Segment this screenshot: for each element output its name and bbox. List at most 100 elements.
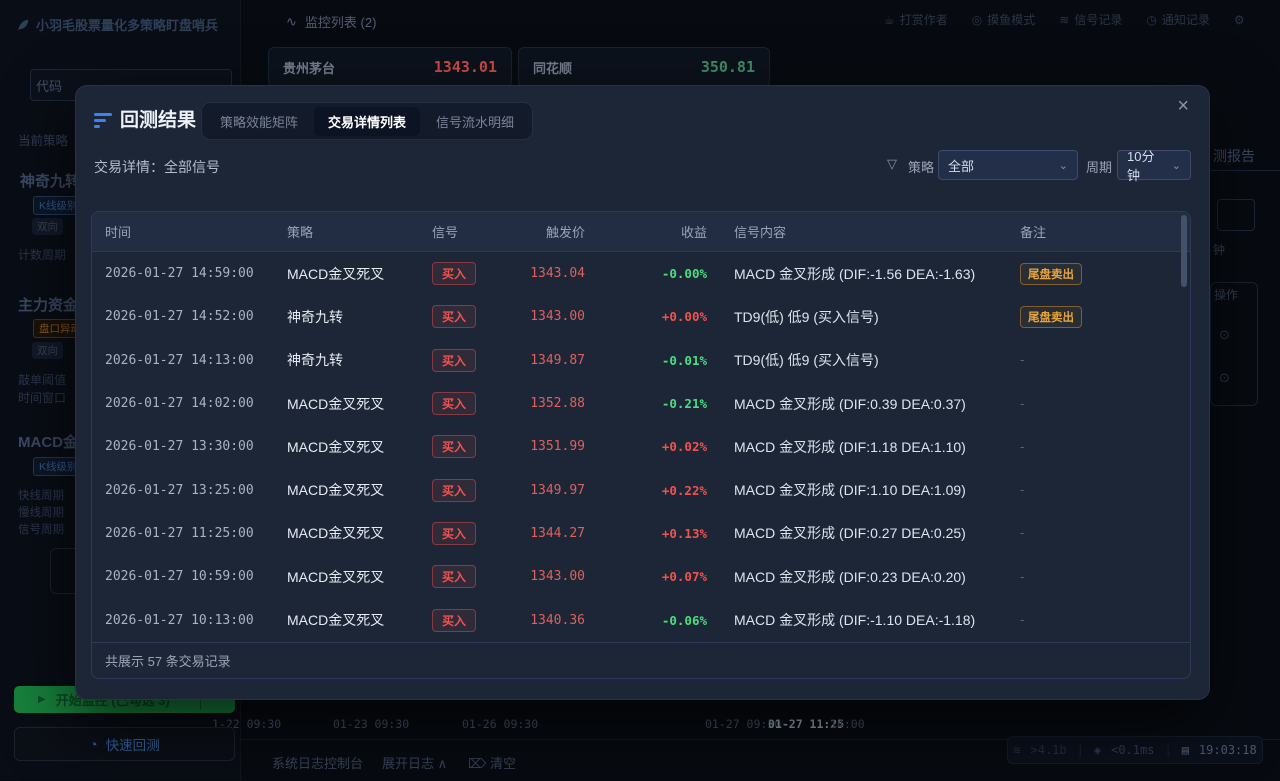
stock-card-guizhou-maotai[interactable]: 贵州茅台 1343.01 bbox=[268, 47, 512, 87]
slack-mode-button[interactable]: ◎摸鱼模式 bbox=[972, 11, 1036, 28]
chevron-up-icon: ∧ bbox=[438, 756, 448, 771]
col-profit: 收益 bbox=[585, 222, 707, 241]
settings-button[interactable]: ⚙ bbox=[1234, 11, 1245, 28]
status-bar: ≋ >4.1b | ◈ <0.1ms | ▤ 19:03:18 bbox=[1007, 736, 1263, 764]
eye-icon[interactable]: ⊙ bbox=[1219, 370, 1230, 386]
cell-profit: +0.22% bbox=[585, 483, 707, 498]
notify-record-button[interactable]: ◷通知记录 bbox=[1146, 11, 1210, 28]
tab-signal-flow[interactable]: 信号流水明细 bbox=[422, 107, 528, 136]
memory-icon: ≋ bbox=[1013, 743, 1020, 757]
col-trigger-price: 触发价 bbox=[507, 222, 585, 241]
tab-monitor-list[interactable]: ∿ 监控列表 (2) bbox=[286, 12, 376, 31]
gear-icon: ⚙ bbox=[1234, 13, 1245, 27]
cell-time: 2026-01-27 14:13:00 bbox=[92, 353, 287, 368]
cell-time: 2026-01-27 10:59:00 bbox=[92, 569, 287, 584]
table-scrollbar[interactable] bbox=[1181, 215, 1187, 287]
table-header-row: 时间 策略 信号 触发价 收益 信号内容 备注 bbox=[92, 212, 1190, 252]
calendar-icon: ▤ bbox=[1182, 743, 1189, 757]
log-console-label: 系统日志控制台 bbox=[272, 753, 363, 772]
cell-note: 尾盘卖出 bbox=[1020, 306, 1082, 328]
tab-strategy-matrix[interactable]: 策略效能矩阵 bbox=[206, 107, 312, 136]
trash-icon: ⌦ bbox=[468, 756, 486, 771]
axis-tick: 01-26 09:30 bbox=[462, 717, 538, 731]
chevron-down-icon: ⌄ bbox=[1172, 159, 1181, 172]
latency-value: <0.1ms bbox=[1111, 743, 1154, 757]
param-label: 时间窗口 bbox=[18, 389, 66, 406]
cell-signal-content: TD9(低) 低9 (买入信号) bbox=[707, 350, 1000, 370]
cell-profit: -0.00% bbox=[585, 266, 707, 281]
cell-strategy: MACD金叉死叉 bbox=[287, 610, 432, 630]
param-label: 快线周期 bbox=[18, 487, 64, 503]
strategy-select[interactable]: 全部 ⌄ bbox=[938, 150, 1078, 180]
buy-signal-badge: 买入 bbox=[432, 262, 476, 285]
cell-strategy: 神奇九转 bbox=[287, 350, 432, 370]
modal-tab-bar: 策略效能矩阵 交易详情列表 信号流水明细 bbox=[201, 102, 533, 140]
close-icon[interactable]: × bbox=[1173, 92, 1193, 120]
table-row: 2026-01-27 14:52:00 神奇九转 买入 1343.00 +0.0… bbox=[92, 295, 1190, 338]
coffee-icon: ☕ bbox=[884, 13, 895, 27]
table-row: 2026-01-27 13:30:00 MACD金叉死叉 买入 1351.99 … bbox=[92, 425, 1190, 468]
cell-note: - bbox=[1020, 439, 1024, 454]
cell-time: 2026-01-27 14:59:00 bbox=[92, 266, 287, 281]
stock-price: 350.81 bbox=[701, 58, 755, 76]
trade-detail-subtitle: 交易详情：全部信号 bbox=[94, 157, 220, 177]
cell-signal-content: MACD 金叉形成 (DIF:0.27 DEA:0.25) bbox=[707, 523, 1000, 543]
table-row: 2026-01-27 14:59:00 MACD金叉死叉 买入 1343.04 … bbox=[92, 252, 1190, 295]
cell-profit: +0.07% bbox=[585, 569, 707, 584]
quick-backtest-button[interactable]: ◔ 快速回测 bbox=[14, 727, 235, 761]
cell-trigger-price: 1343.00 bbox=[507, 309, 585, 324]
cell-signal-content: MACD 金叉形成 (DIF:-1.10 DEA:-1.18) bbox=[707, 610, 1000, 630]
cell-strategy: MACD金叉死叉 bbox=[287, 480, 432, 500]
reward-author-button[interactable]: ☕打赏作者 bbox=[884, 11, 948, 28]
ops-column-label: 操作 bbox=[1214, 286, 1238, 303]
cell-profit: -0.21% bbox=[585, 396, 707, 411]
cell-strategy: 神奇九转 bbox=[287, 307, 432, 327]
table-row: 2026-01-27 13:25:00 MACD金叉死叉 买入 1349.97 … bbox=[92, 468, 1190, 511]
stock-name: 同花顺 bbox=[533, 58, 572, 77]
tab-trade-detail-list[interactable]: 交易详情列表 bbox=[314, 107, 420, 136]
app-title-text: 小羽毛股票量化多策略盯盘哨兵 bbox=[36, 15, 218, 34]
period-select-value: 10分钟 bbox=[1127, 146, 1164, 184]
topbar-actions: ☕打赏作者 ◎摸鱼模式 ≋信号记录 ◷通知记录 ⚙ bbox=[884, 11, 1245, 28]
cell-signal-content: TD9(低) 低9 (买入信号) bbox=[707, 307, 1000, 327]
eye-icon[interactable]: ⊙ bbox=[1219, 327, 1230, 343]
bell-icon: ◷ bbox=[1146, 13, 1156, 27]
backtest-report-tab[interactable]: 测报告 bbox=[1213, 146, 1255, 166]
table-footer: 共展示 57 条交易记录 bbox=[92, 642, 1190, 678]
stock-card-tonghuashun[interactable]: 同花顺 350.81 bbox=[518, 47, 770, 87]
trade-table: 时间 策略 信号 触发价 收益 信号内容 备注 2026-01-27 14:59… bbox=[91, 211, 1191, 679]
code-label: 代码 bbox=[36, 76, 62, 95]
cell-profit: +0.00% bbox=[585, 309, 707, 324]
direction-tag: 双向 bbox=[32, 218, 63, 235]
separator: | bbox=[1164, 743, 1171, 757]
col-signal-content: 信号内容 bbox=[707, 222, 1000, 241]
filter-lines-icon bbox=[94, 113, 112, 128]
cell-time: 2026-01-27 14:02:00 bbox=[92, 396, 287, 411]
cell-profit: -0.06% bbox=[585, 613, 707, 628]
cell-note: - bbox=[1020, 482, 1024, 497]
period-select[interactable]: 10分钟 ⌄ bbox=[1117, 150, 1191, 180]
axis-tick: 01-23 09:30 bbox=[333, 717, 409, 731]
buy-signal-badge: 买入 bbox=[432, 392, 476, 415]
expand-log-button[interactable]: 展开日志 ∧ bbox=[382, 753, 447, 772]
axis-tick: 14:00 bbox=[830, 717, 865, 731]
quick-backtest-label: 快速回测 bbox=[106, 734, 160, 754]
cell-note: - bbox=[1020, 612, 1024, 627]
cell-trigger-price: 1352.88 bbox=[507, 396, 585, 411]
buy-signal-badge: 买入 bbox=[432, 479, 476, 502]
col-signal: 信号 bbox=[432, 222, 507, 241]
cell-trigger-price: 1343.04 bbox=[507, 266, 585, 281]
table-row: 2026-01-27 14:13:00 神奇九转 买入 1349.87 -0.0… bbox=[92, 339, 1190, 382]
buy-signal-badge: 买入 bbox=[432, 522, 476, 545]
signal-record-button[interactable]: ≋信号记录 bbox=[1059, 11, 1122, 28]
message-icon: ≋ bbox=[1059, 13, 1069, 27]
direction-tag: 双向 bbox=[32, 342, 63, 359]
feather-icon bbox=[16, 18, 30, 32]
cell-strategy: MACD金叉死叉 bbox=[287, 437, 432, 457]
cell-trigger-price: 1349.87 bbox=[507, 353, 585, 368]
backtest-result-modal: × 回测结果 策略效能矩阵 交易详情列表 信号流水明细 交易详情：全部信号 ▽ … bbox=[75, 85, 1210, 700]
clear-log-button[interactable]: ⌦ 清空 bbox=[468, 753, 516, 772]
strategy-name: 神奇九转 bbox=[20, 170, 80, 191]
play-icon: ▶ bbox=[38, 694, 46, 705]
buy-signal-badge: 买入 bbox=[432, 565, 476, 588]
